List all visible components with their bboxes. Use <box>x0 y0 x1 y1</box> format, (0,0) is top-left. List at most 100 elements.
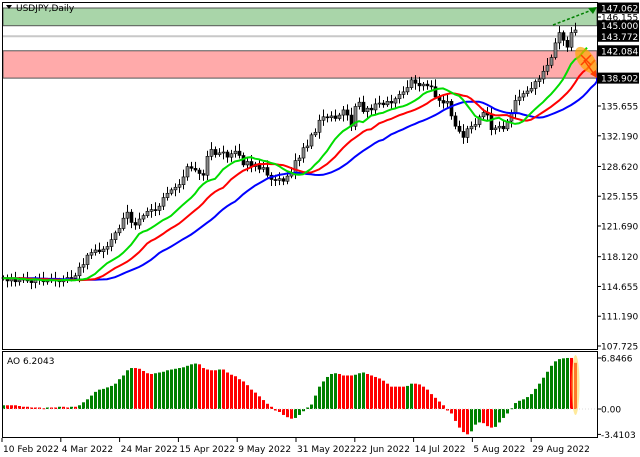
ao-bar-up <box>406 385 409 409</box>
bull-candle <box>149 209 154 212</box>
ao-bar-down <box>374 376 377 409</box>
ao-bar-up <box>70 406 73 409</box>
ao-bar-down <box>394 386 397 409</box>
price-tick-label: 143.772 <box>601 33 638 43</box>
bear-candle <box>345 109 350 116</box>
ao-bar-up <box>194 363 197 409</box>
bear-candle <box>129 211 134 223</box>
bull-candle <box>465 128 470 138</box>
ao-bar-down <box>486 409 489 427</box>
bull-candle <box>305 145 310 149</box>
ao-bar-down <box>66 407 69 409</box>
bull-candle <box>365 107 370 112</box>
ao-bar-up <box>106 387 109 409</box>
ao-bar-down <box>398 386 401 409</box>
ao-bar-up <box>58 406 61 409</box>
ao-bar-down <box>338 373 341 409</box>
ao-bar-down <box>430 394 433 409</box>
price-label-bg <box>598 2 639 14</box>
ao-bar-down <box>482 409 485 424</box>
bull-candle <box>321 116 326 121</box>
bull-candle <box>185 166 190 178</box>
bull-candle <box>377 102 382 105</box>
symbol-header[interactable]: USDJPY,Daily <box>6 4 75 14</box>
resistance-zone <box>2 7 598 27</box>
bull-candle <box>469 125 474 130</box>
bull-candle <box>421 83 426 87</box>
alligator-jaw-line <box>3 73 598 281</box>
bear-candle <box>461 131 466 138</box>
target-arrow-head-icon <box>588 7 597 14</box>
bear-candle <box>501 125 506 130</box>
ao-bar-down <box>74 406 77 409</box>
ao-bar-up <box>314 395 317 409</box>
ao-bar-up <box>2 405 5 409</box>
bear-candle <box>453 115 458 127</box>
bear-candle <box>325 116 330 119</box>
ao-bar-up <box>474 409 477 425</box>
bull-candle <box>541 70 546 80</box>
ao-bar-up <box>526 397 529 409</box>
main-chart-frame <box>2 2 598 350</box>
ao-bar-up <box>98 389 101 409</box>
ao-bar-up <box>158 372 161 409</box>
ao-axis: 6.8466 0.00 -3.4103 <box>597 355 636 441</box>
bear-candle <box>369 107 374 111</box>
bull-candle <box>405 87 410 93</box>
price-tick-label: 125.155 <box>601 193 638 203</box>
ao-bar-up <box>506 409 509 414</box>
ao-bar-down <box>206 369 209 409</box>
bear-candle <box>389 101 394 104</box>
bull-candle <box>85 254 90 265</box>
bull-candle <box>137 218 142 226</box>
bull-candle <box>341 109 346 116</box>
candles-layer <box>1 22 578 290</box>
bear-candle <box>413 79 418 84</box>
bull-candle <box>573 29 578 33</box>
annotations-layer <box>552 7 597 78</box>
ao-bar-up <box>94 391 97 409</box>
price-tick-label: 114.655 <box>601 283 638 293</box>
date-tick-label: 10 Feb 2022 <box>3 445 59 455</box>
ao-tick-label: -3.4103 <box>601 431 636 441</box>
ao-bar-up <box>358 373 361 409</box>
ao-bar-down <box>26 406 29 409</box>
ao-bar-down <box>450 409 453 414</box>
ao-bar-down <box>418 384 421 409</box>
ao-bar-up <box>546 371 549 409</box>
bull-candle <box>445 101 450 104</box>
ao-bar-down <box>490 409 493 428</box>
bull-candle <box>181 176 186 185</box>
bull-candle <box>165 192 170 198</box>
ao-bar-down <box>42 408 45 410</box>
ao-bar-up <box>118 379 121 409</box>
ao-bar-up <box>522 399 525 409</box>
bull-candle <box>17 279 22 283</box>
date-tick-label: 29 Aug 2022 <box>532 445 590 455</box>
price-tick-label: 138.902 <box>601 75 638 85</box>
bull-candle <box>313 131 318 136</box>
dropdown-triangle-icon[interactable] <box>6 5 12 9</box>
bull-candle <box>125 211 130 219</box>
ao-bar-up <box>90 395 93 409</box>
bull-candle <box>533 81 538 89</box>
bear-candle <box>381 102 386 106</box>
bear-candle <box>561 32 566 41</box>
ao-bar-down <box>18 406 21 409</box>
bull-candle <box>101 248 106 252</box>
bull-candle <box>569 32 574 48</box>
bull-candle <box>553 42 558 58</box>
bull-candle <box>177 184 182 188</box>
ao-bar-down <box>222 369 225 409</box>
ao-bar-up <box>542 377 545 409</box>
ao-bar-up <box>478 409 481 423</box>
price-tick-label: 118.120 <box>601 253 638 263</box>
down-arrow-head-icon <box>590 70 597 78</box>
cross-icon <box>580 54 592 66</box>
ao-bar-down <box>422 386 425 409</box>
alligator-lips-line <box>3 47 588 282</box>
price-tick-label: 111.190 <box>601 313 638 323</box>
bear-candle <box>225 151 230 158</box>
